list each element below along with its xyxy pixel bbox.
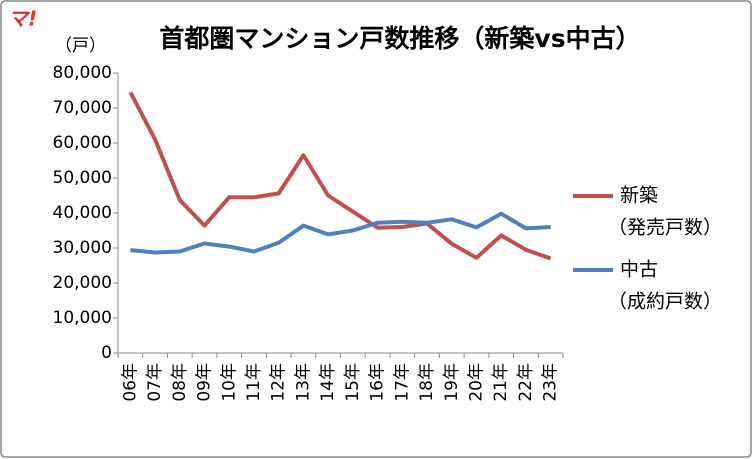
y-tick-label: 30,000: [53, 238, 112, 258]
x-tick-label: 06年: [120, 363, 140, 402]
y-unit-label: （戸）: [55, 36, 106, 56]
x-tick-label: 23年: [541, 363, 561, 402]
chart-title: 首都圏マンション戸数推移（新築vs中古）: [159, 24, 640, 53]
x-tick-label: 12年: [269, 363, 289, 402]
legend-label: 新築: [620, 185, 658, 207]
y-tick-label: 60,000: [53, 133, 112, 153]
line-series: [128, 91, 552, 261]
line-series: [130, 211, 551, 255]
x-tick-label: 21年: [491, 363, 511, 402]
x-tick-label: 08年: [170, 363, 190, 402]
x-tick-label: 11年: [244, 363, 264, 402]
y-tick-label: 40,000: [53, 203, 112, 223]
x-tick-label: 15年: [343, 363, 363, 402]
y-tick-label: 80,000: [53, 63, 112, 83]
y-tick-label: 0: [101, 343, 112, 363]
legend-label: 中古: [620, 259, 658, 281]
y-tick-label: 20,000: [53, 273, 112, 293]
x-tick-label: 10年: [219, 363, 239, 402]
y-tick-label: 70,000: [53, 98, 112, 118]
legend-sublabel: （発売戸数）: [608, 217, 722, 239]
y-tick-label: 10,000: [53, 308, 112, 328]
x-tick-label: 13年: [293, 363, 313, 402]
legend-sublabel: （成約戸数）: [608, 291, 722, 313]
x-tick-label: 22年: [516, 363, 536, 402]
y-tick-label: 50,000: [53, 168, 112, 188]
x-tick-label: 20年: [466, 363, 486, 402]
x-tick-label: 14年: [318, 363, 338, 402]
x-tick-label: 19年: [442, 363, 462, 402]
x-tick-label: 18年: [417, 363, 437, 402]
x-tick-label: 07年: [145, 363, 165, 402]
x-tick-label: 09年: [195, 363, 215, 402]
x-tick-label: 17年: [392, 363, 412, 402]
x-tick-label: 16年: [368, 363, 388, 402]
logo: マ!: [8, 7, 37, 31]
